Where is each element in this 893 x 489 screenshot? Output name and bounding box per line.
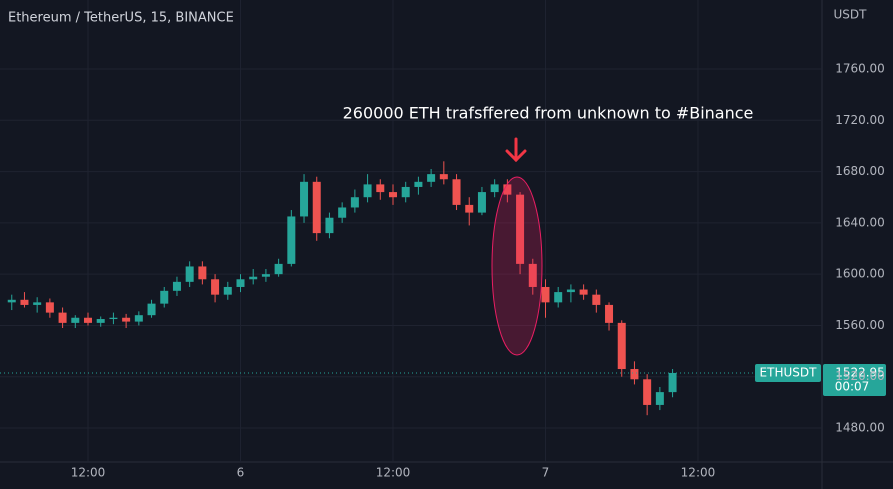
y-tick-label: 1520.00: [835, 369, 885, 383]
y-axis-unit: USDT: [834, 8, 868, 22]
candle-body: [84, 317, 92, 323]
y-tick-label: 1680.00: [835, 164, 885, 178]
candle-body: [554, 292, 563, 303]
candles: [7, 161, 677, 416]
y-tick-label: 1480.00: [835, 421, 885, 435]
candle-body: [20, 299, 29, 305]
candle-body: [477, 192, 486, 213]
grid: [0, 0, 822, 462]
candle-body: [630, 369, 639, 380]
candle-body: [605, 304, 614, 323]
candle-body: [439, 174, 448, 180]
candle-body: [541, 286, 550, 303]
candle-body: [58, 312, 67, 323]
candle-body: [7, 299, 16, 303]
y-tick-label: 1560.00: [835, 318, 885, 332]
symbol-tag: [755, 363, 821, 382]
candle-body: [147, 303, 156, 316]
last-price-label: 1522.95: [835, 365, 885, 379]
candle-body: [655, 392, 664, 405]
y-tick-label: 1760.00: [835, 61, 885, 75]
candle-body: [33, 302, 42, 305]
candle-body: [617, 322, 626, 370]
candle-body: [109, 317, 118, 320]
candle-body: [516, 194, 525, 264]
countdown: 00:07: [835, 379, 870, 393]
candle-body: [350, 197, 359, 208]
candle-body: [71, 317, 80, 323]
candle-body: [96, 319, 105, 323]
candle-body: [122, 317, 131, 322]
candle-body: [172, 281, 181, 291]
candle-body: [274, 263, 283, 275]
candle-body: [211, 279, 220, 295]
symbol-label: ETHUSDT: [760, 365, 818, 379]
candle-body: [452, 179, 461, 205]
candle-body: [312, 181, 321, 234]
candle-body: [579, 289, 588, 295]
x-tick-label: 6: [237, 466, 245, 480]
price-box: [823, 363, 886, 396]
candle-body: [338, 207, 347, 218]
candle-body: [427, 174, 436, 182]
candle-body: [160, 290, 169, 304]
x-tick-label: 12:00: [376, 466, 411, 480]
candle-body: [465, 204, 474, 213]
candle-body: [249, 276, 258, 280]
candle-body: [503, 184, 512, 195]
candle-body: [236, 279, 245, 287]
chart-title: Ethereum / TetherUS, 15, BINANCE: [8, 11, 234, 26]
candle-body: [45, 302, 54, 313]
y-tick-label: 1640.00: [835, 215, 885, 229]
candle-body: [401, 186, 410, 198]
x-tick-label: 12:00: [71, 466, 106, 480]
candle-body: [198, 266, 207, 280]
candle-body: [668, 372, 677, 393]
y-tick-label: 1720.00: [835, 113, 885, 127]
candle-body: [388, 192, 397, 198]
candle-body: [185, 266, 194, 282]
candle-body: [261, 274, 270, 277]
candle-body: [287, 216, 296, 264]
arrow: [505, 137, 527, 163]
candle-body: [643, 379, 652, 405]
candle-body: [414, 181, 423, 187]
candle-body: [566, 289, 575, 293]
x-tick-label: 7: [542, 466, 550, 480]
candle-body: [592, 294, 601, 305]
candle-body: [134, 315, 143, 322]
candle-body: [223, 286, 232, 295]
highlight-ellipse: [491, 176, 543, 356]
candle-body: [363, 184, 372, 198]
candle-body: [528, 263, 537, 287]
annotation: 260000 ETH trafsffered from unknown to #…: [343, 104, 754, 123]
candle-body: [325, 217, 334, 234]
candle-body: [490, 184, 499, 193]
x-tick-label: 12:00: [681, 466, 716, 480]
candle-body: [300, 181, 309, 217]
candle-body: [376, 184, 385, 193]
y-tick-label: 1600.00: [835, 267, 885, 281]
